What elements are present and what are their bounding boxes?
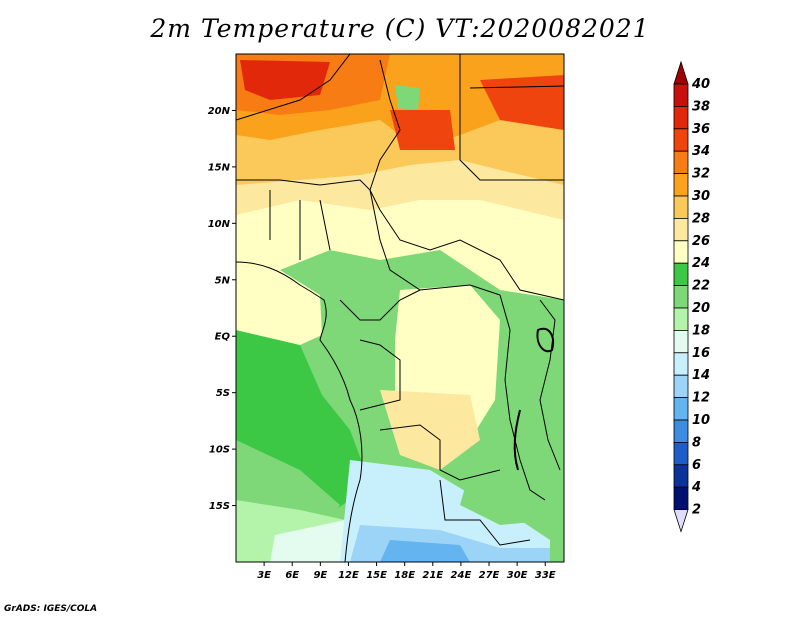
colorbar-swatch — [673, 173, 689, 197]
color-legend: 40 38 36 34 32 30 28 26 24 22 20 18 16 14 12 10 8 6 4 2 — [673, 60, 710, 533]
map-frame — [235, 53, 565, 563]
colorbar-swatch — [673, 240, 689, 264]
lon-tick-label: 33E — [535, 570, 556, 581]
colorbar-label: 10 — [692, 413, 710, 428]
colorbar-swatch — [673, 441, 689, 466]
colorbar-swatch — [673, 464, 689, 488]
colorbar-label: 8 — [692, 435, 701, 450]
colorbar-label: 30 — [692, 189, 710, 204]
border-segment — [369, 59, 401, 191]
colorbar-label: 34 — [692, 144, 710, 159]
colorbar-label: 2 — [692, 503, 701, 518]
field-hottest-nw — [240, 60, 330, 100]
country-borders — [236, 54, 564, 562]
colorbar-swatch — [673, 285, 689, 309]
grads-credit: GrADS: IGES/COLA — [4, 604, 98, 614]
colorbar-swatch — [673, 106, 689, 130]
colorbar-label: 18 — [692, 323, 710, 338]
lon-tick-label: 30E — [507, 570, 528, 581]
colorbar-label: 14 — [692, 368, 710, 383]
lon-tick-label: 21E — [422, 570, 443, 581]
colorbar-swatch — [673, 262, 689, 287]
field-south-basin — [380, 390, 480, 470]
colorbar-swatch — [673, 329, 689, 354]
field-highland-north — [395, 85, 420, 110]
lon-tick-label: 18E — [394, 570, 415, 581]
colorbar-label: 38 — [692, 99, 710, 114]
colorbar-swatch — [673, 128, 689, 152]
colorbar-swatch — [673, 486, 689, 511]
border-segment — [269, 190, 331, 260]
colorbar-label: 4 — [691, 480, 701, 495]
colorbar-swatch — [673, 374, 689, 399]
lat-tick-label: 20N — [208, 106, 231, 117]
lake-outline — [513, 409, 521, 471]
colorbar-label: 28 — [692, 211, 710, 226]
colorbar-label: 6 — [692, 458, 701, 473]
colorbar-label: 32 — [692, 167, 710, 182]
colorbar-label: 40 — [691, 77, 710, 92]
lat-tick-label: EQ — [215, 332, 231, 343]
border-segment — [539, 299, 561, 471]
field-hot-ne — [480, 75, 564, 130]
temperature-field — [236, 54, 564, 562]
colorbar-label: 36 — [692, 122, 710, 137]
colorbar-label: 26 — [692, 234, 710, 249]
colorbar-label: 24 — [692, 256, 710, 271]
map-title: 2m Temperature (C) VT:2020082021 — [150, 14, 650, 43]
border-segment — [236, 179, 564, 301]
border-segment — [359, 339, 401, 411]
colorbar-label: 12 — [692, 391, 710, 406]
lon-tick-label: 15E — [366, 570, 387, 581]
lon-tick-label: 3E — [257, 570, 271, 581]
colorbar-label: 20 — [692, 301, 710, 316]
field-south-coldest — [380, 540, 470, 562]
lat-tick-label: 10S — [209, 445, 230, 456]
border-segment — [469, 54, 564, 89]
latitude-axis: 20N 15N 10N 5N EQ 5S 10S 15S — [208, 106, 236, 512]
colorbar-swatch — [673, 397, 689, 421]
lon-tick-label: 6E — [285, 570, 299, 581]
border-segment — [459, 54, 564, 181]
lat-tick-label: 5N — [215, 275, 231, 286]
lon-tick-label: 9E — [313, 570, 327, 581]
lat-tick-label: 15S — [209, 501, 230, 512]
lat-tick-label: 15N — [208, 162, 231, 173]
lat-tick-label: 10N — [208, 219, 231, 230]
border-segment — [439, 479, 531, 546]
colorbar-swatch — [673, 150, 689, 174]
colorbar-bottom-arrow — [673, 509, 689, 533]
colorbar-top-arrow — [673, 60, 689, 85]
colorbar-swatch — [673, 195, 689, 219]
border-segment — [236, 54, 351, 121]
border-segment — [379, 424, 501, 481]
colorbar-swatch — [673, 352, 689, 376]
colorbar-label: 16 — [692, 346, 710, 361]
colorbar-swatch — [673, 419, 689, 443]
lake-outline — [536, 327, 554, 353]
lat-tick-label: 5S — [216, 388, 230, 399]
border-segment — [499, 294, 546, 501]
field-hot-center — [390, 110, 455, 150]
longitude-axis: 3E 6E 9E 12E 15E 18E 21E 24E 27E 30E 33E — [257, 562, 556, 581]
colorbar-swatch — [673, 307, 689, 331]
border-segment — [369, 189, 501, 296]
colorbar-label: 22 — [692, 279, 710, 294]
field-ocean-cold — [270, 520, 360, 562]
border-segment — [339, 289, 421, 321]
lon-tick-label: 24E — [451, 570, 472, 581]
coastline — [236, 261, 363, 562]
field-east-highlands — [460, 470, 555, 525]
colorbar-swatch — [673, 83, 689, 107]
colorbar-swatch — [673, 217, 689, 242]
lon-tick-label: 27E — [479, 570, 500, 581]
lon-tick-label: 12E — [338, 570, 359, 581]
